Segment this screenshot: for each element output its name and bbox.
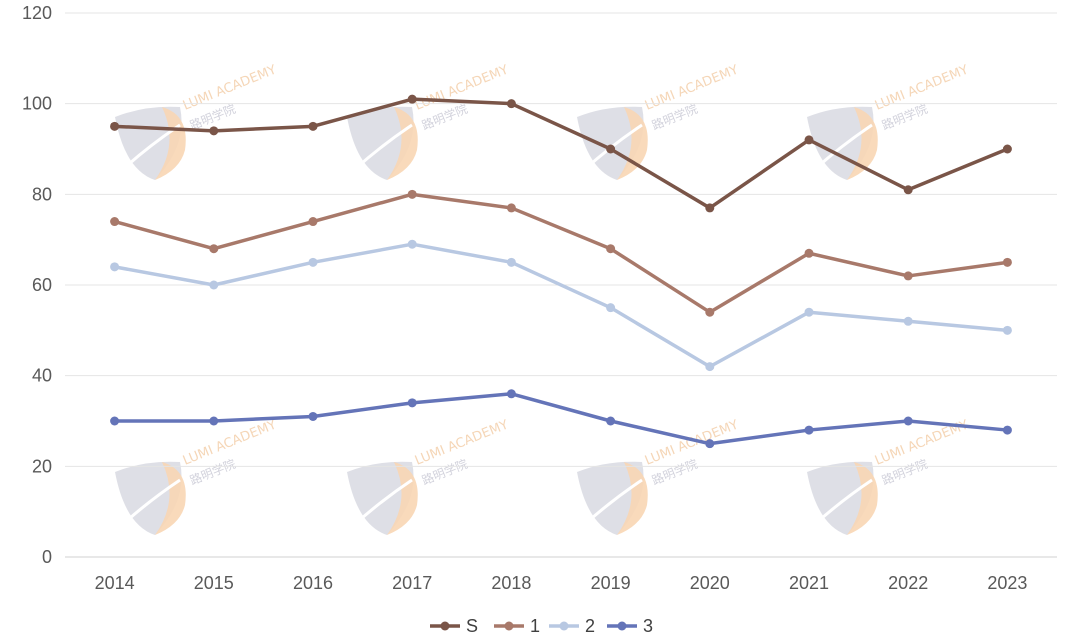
legend-label: 1 [530,616,540,636]
y-tick-label: 40 [32,366,52,386]
data-point [308,411,318,421]
data-point [506,203,516,213]
data-point [606,244,616,254]
data-point [209,244,219,254]
data-point [407,94,417,104]
y-tick-label: 80 [32,184,52,204]
data-point [209,416,219,426]
data-point [308,217,318,227]
data-point [804,307,814,317]
data-point [705,307,715,317]
series-line [114,242,1008,369]
data-point [407,239,417,249]
data-point [903,416,913,426]
y-tick-label: 20 [32,456,52,476]
x-tick-label: 2016 [293,573,333,593]
legend-swatch-marker [559,621,569,631]
data-point [110,416,120,426]
data-point [705,203,715,213]
data-point [407,189,417,199]
legend-swatch-marker [504,621,514,631]
x-tick-label: 2018 [491,573,531,593]
legend-swatch-marker [440,621,450,631]
legend: S 1 2 3 [430,616,653,636]
series-3 [110,389,1012,449]
x-tick-label: 2017 [392,573,432,593]
y-tick-label: 100 [22,94,52,114]
data-point [1002,425,1012,435]
data-point [804,425,814,435]
data-point [110,121,120,131]
data-point [1002,144,1012,154]
legend-item: S [430,616,478,636]
series-line [114,192,1008,314]
legend-label: 2 [585,616,595,636]
x-axis-ticks: 2014 2015 2016 2017 2018 2019 2020 2021 2022 2023 [95,573,1028,593]
legend-label: S [466,616,478,636]
y-tick-label: 120 [22,3,52,23]
data-point [705,362,715,372]
y-axis-ticks: 0 20 40 60 80 100 120 [22,3,52,567]
legend-swatch-marker [617,621,627,631]
x-tick-label: 2014 [95,573,135,593]
data-point [506,257,516,267]
data-point [606,144,616,154]
data-point [1002,325,1012,335]
series-1 [110,189,1012,317]
data-point [1002,257,1012,267]
gridlines [65,12,1057,558]
data-point [308,121,318,131]
data-point [903,316,913,326]
x-tick-label: 2020 [690,573,730,593]
data-point [110,217,120,227]
data-point [506,389,516,399]
data-point [903,271,913,281]
series-2 [110,239,1012,372]
data-point [506,99,516,109]
x-tick-label: 2023 [987,573,1027,593]
x-tick-label: 2019 [591,573,631,593]
legend-item: 3 [607,616,653,636]
data-point [606,303,616,313]
legend-item: 1 [494,616,540,636]
series-lines [110,94,1012,449]
data-point [606,416,616,426]
x-tick-label: 2015 [194,573,234,593]
data-point [903,185,913,195]
legend-item: 2 [549,616,595,636]
y-tick-label: 0 [42,547,52,567]
data-point [804,248,814,258]
series-line [114,392,1008,446]
y-tick-label: 60 [32,275,52,295]
data-point [407,398,417,408]
data-point [705,439,715,449]
series-S [110,94,1012,213]
data-point [209,126,219,136]
data-point [308,257,318,267]
data-point [110,262,120,272]
data-point [804,135,814,145]
x-tick-label: 2022 [888,573,928,593]
data-point [209,280,219,290]
legend-label: 3 [643,616,653,636]
x-tick-label: 2021 [789,573,829,593]
series-line [114,97,1009,210]
